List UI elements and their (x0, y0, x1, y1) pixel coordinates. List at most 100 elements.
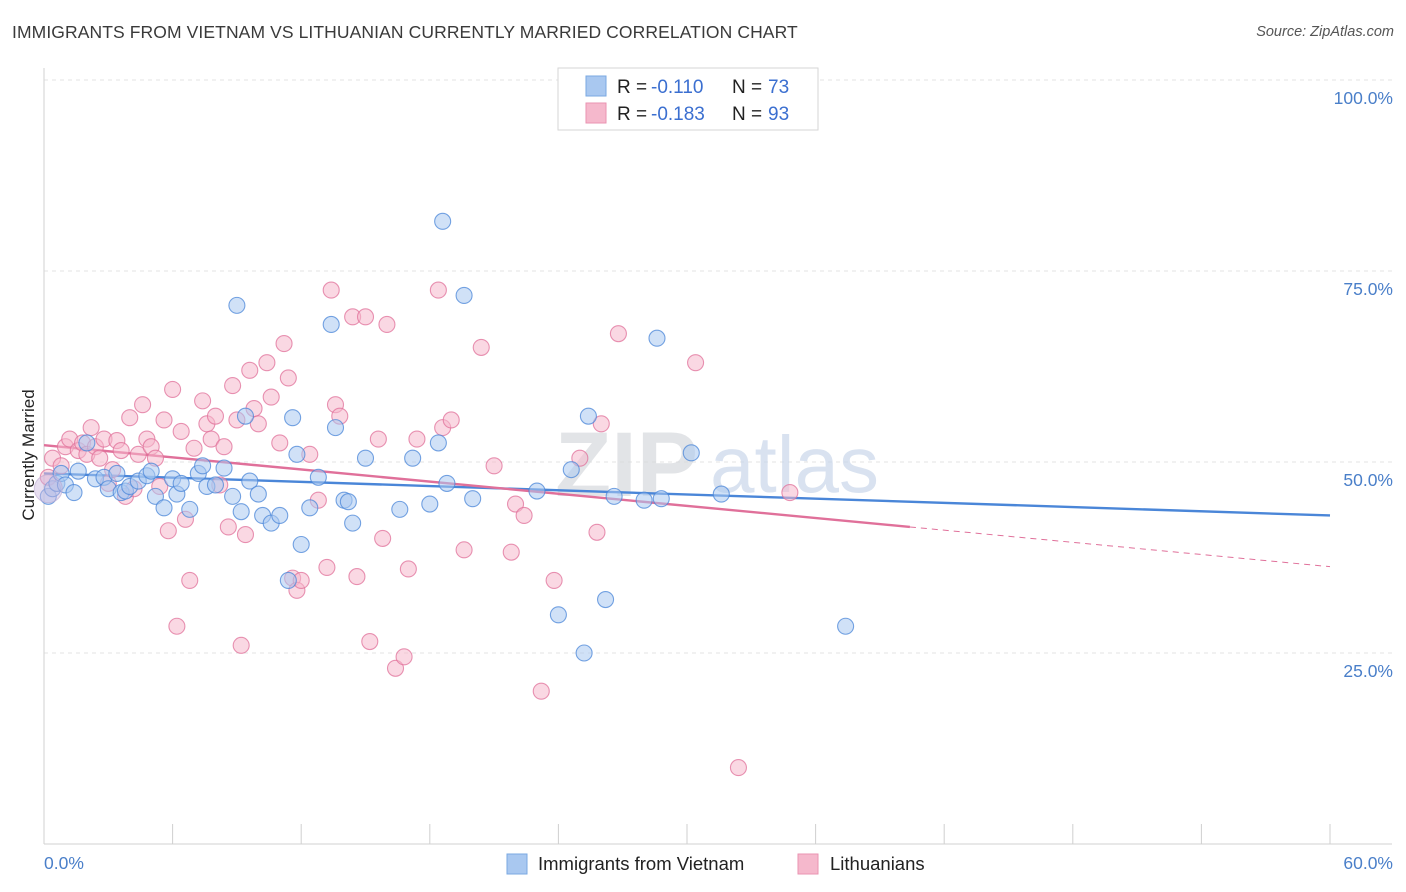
point-vietnam (356, 449, 375, 467)
point-vietnam (288, 445, 306, 463)
legend-r-value-1: -0.183 (651, 104, 705, 125)
point-lithuanians (159, 522, 177, 540)
point-lithuanians (485, 457, 503, 475)
point-lithuanians (322, 281, 340, 299)
point-vietnam (837, 617, 855, 635)
point-lithuanians (515, 506, 533, 525)
point-lithuanians (361, 632, 379, 651)
point-lithuanians (429, 281, 447, 299)
axes (43, 68, 1392, 845)
bottom-legend-swatch-vietnam (506, 853, 528, 875)
legend-r-label-0: R = (617, 77, 647, 98)
point-lithuanians (395, 648, 413, 666)
point-lithuanians (386, 659, 405, 677)
point-lithuanians (215, 438, 233, 456)
point-vietnam (322, 315, 340, 334)
point-vietnam (65, 484, 83, 502)
point-vietnam (339, 493, 357, 511)
point-lithuanians (545, 571, 563, 589)
point-lithuanians (455, 541, 473, 559)
data-points (33, 212, 855, 777)
y-tick-labels: 25.0% 50.0% 75.0% 100.0% (1334, 88, 1393, 681)
point-vietnam (215, 459, 233, 477)
point-vietnam (78, 434, 96, 452)
source-credit: Source: ZipAtlas.com (1256, 24, 1394, 40)
point-vietnam (391, 500, 409, 518)
bottom-legend-swatch-lithuanians (797, 853, 819, 875)
point-lithuanians (399, 560, 417, 578)
y-tick-label-100: 100.0% (1334, 88, 1393, 108)
point-lithuanians (129, 445, 147, 463)
point-vietnam (108, 464, 126, 483)
point-vietnam (429, 434, 447, 452)
trend-line-lithuanians (43, 443, 911, 529)
bottom-legend-label-vietnam: Immigrants from Vietnam (538, 853, 744, 874)
point-vietnam (69, 462, 87, 480)
point-vietnam (682, 444, 700, 462)
point-lithuanians (262, 388, 280, 406)
point-lithuanians (249, 415, 267, 433)
y-axis-title: Currently Married (19, 389, 38, 520)
point-vietnam (206, 476, 225, 494)
y-tick-label-50: 50.0% (1343, 470, 1393, 490)
point-vietnam (194, 457, 212, 475)
watermark: ZIP atlas (555, 414, 879, 516)
point-lithuanians (374, 529, 392, 547)
point-lithuanians (369, 430, 387, 448)
point-lithuanians (219, 518, 237, 536)
point-vietnam (549, 606, 567, 624)
point-lithuanians (258, 354, 276, 372)
point-vietnam (438, 474, 456, 492)
point-vietnam (241, 472, 259, 490)
legend-n-label-0: N = (732, 77, 762, 98)
point-lithuanians (224, 377, 242, 395)
point-lithuanians (232, 636, 250, 654)
point-lithuanians (472, 338, 490, 356)
point-vietnam (421, 495, 439, 513)
point-lithuanians (502, 543, 520, 561)
point-lithuanians (121, 409, 139, 427)
legend-swatch-vietnam (585, 75, 607, 97)
point-lithuanians (279, 369, 297, 387)
point-lithuanians (588, 523, 606, 541)
x-tick-max: 60.0% (1343, 853, 1393, 873)
point-lithuanians (168, 617, 186, 635)
x-tick-min: 0.0% (44, 853, 84, 873)
point-lithuanians (91, 449, 109, 467)
point-lithuanians (271, 434, 289, 452)
trend-line-lithuanians-extension (909, 526, 1331, 568)
point-lithuanians (592, 415, 610, 433)
point-lithuanians (356, 308, 375, 326)
point-vietnam (236, 407, 255, 425)
point-vietnam (142, 462, 160, 480)
legend-swatch-lithuanians (585, 102, 607, 124)
point-lithuanians (687, 354, 705, 372)
point-lithuanians (408, 430, 426, 448)
legend: R = -0.110 N = 73 R = -0.183 N = 93 (557, 67, 819, 131)
bottom-legend: Immigrants from Vietnam Lithuanians (506, 853, 925, 875)
point-vietnam (455, 286, 473, 304)
point-vietnam (605, 487, 623, 505)
point-vietnam (326, 419, 345, 437)
point-lithuanians (194, 392, 212, 410)
point-vietnam (712, 485, 730, 503)
y-tick-label-25: 25.0% (1343, 661, 1393, 681)
point-lithuanians (181, 571, 199, 589)
point-vietnam (404, 449, 422, 467)
point-vietnam (292, 535, 310, 554)
point-vietnam (249, 485, 267, 503)
point-lithuanians (571, 449, 589, 467)
point-vietnam (648, 329, 666, 347)
point-vietnam (434, 212, 452, 230)
chart-title: IMMIGRANTS FROM VIETNAM VS LITHUANIAN CU… (12, 22, 798, 42)
point-vietnam (464, 490, 482, 508)
point-vietnam (284, 409, 302, 427)
point-lithuanians (241, 361, 259, 379)
point-lithuanians (82, 419, 100, 437)
point-lithuanians (442, 411, 460, 429)
point-lithuanians (202, 430, 220, 448)
point-lithuanians (781, 484, 799, 502)
point-vietnam (172, 474, 190, 492)
legend-n-value-0: 73 (768, 77, 789, 98)
